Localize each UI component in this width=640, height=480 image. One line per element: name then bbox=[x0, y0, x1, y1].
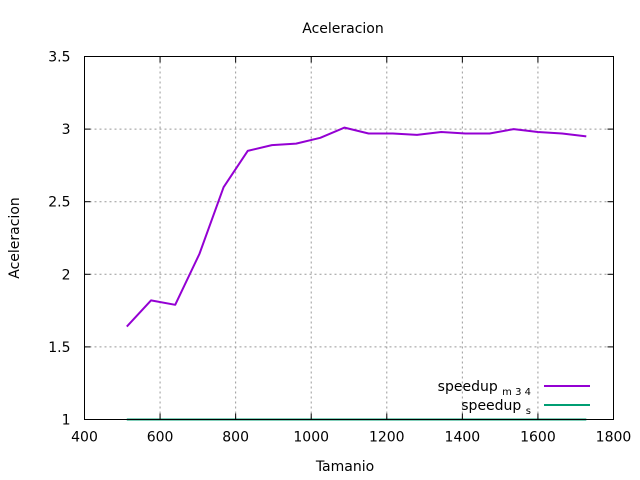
y-tick-label: 1.5 bbox=[48, 340, 70, 356]
x-tick-label: 1800 bbox=[596, 430, 632, 446]
plot-frame bbox=[84, 56, 614, 420]
y-tick-label: 1 bbox=[62, 413, 71, 429]
x-tick-label: 1200 bbox=[369, 430, 405, 446]
grid bbox=[84, 56, 614, 420]
y-axis-label: Aceleracion bbox=[7, 197, 23, 279]
x-tick-label: 1400 bbox=[445, 430, 481, 446]
legend-label: speedup s bbox=[461, 398, 531, 417]
x-tick-label: 800 bbox=[222, 430, 249, 446]
legend-entry-1: speedup m 3 4 bbox=[438, 379, 590, 398]
x-tick-label: 600 bbox=[147, 430, 174, 446]
y-tick-label: 3 bbox=[62, 122, 71, 138]
y-tick-label: 2 bbox=[62, 267, 71, 283]
x-axis-label: Tamanio bbox=[315, 459, 374, 475]
legend-label: speedup m 3 4 bbox=[438, 379, 531, 398]
series-lines bbox=[126, 126, 587, 421]
legend-entry-2: speedup s bbox=[461, 398, 590, 417]
x-tick-label: 1600 bbox=[520, 430, 556, 446]
x-tick-label: 1000 bbox=[293, 430, 329, 446]
series-line-1 bbox=[126, 126, 587, 328]
y-tick-label: 3.5 bbox=[48, 50, 70, 66]
chart-title: Aceleracion bbox=[302, 21, 384, 37]
y-tick-label: 2.5 bbox=[48, 195, 70, 211]
x-tick-label: 400 bbox=[71, 430, 98, 446]
axis-ticks: 400 600 800 1000 1200 1400 1600 1800 1 1.5 2 2.5 3 3.… bbox=[48, 50, 631, 446]
